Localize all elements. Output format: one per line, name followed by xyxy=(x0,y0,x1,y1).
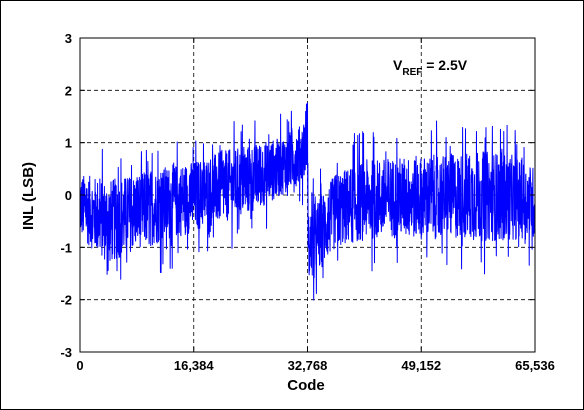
x-tick-label: 16,384 xyxy=(174,358,215,373)
vref-annotation-subscript: REF xyxy=(402,67,422,78)
y-tick-label: -2 xyxy=(60,293,72,308)
x-tick-label: 49,152 xyxy=(401,358,441,373)
inl-series-line xyxy=(80,102,535,301)
vref-annotation-value: = 2.5V xyxy=(422,57,467,73)
y-tick-label: 2 xyxy=(65,83,72,98)
y-axis-title: INL (LSB) xyxy=(20,162,37,230)
x-axis-title: Code xyxy=(287,377,325,394)
y-tick-label: -3 xyxy=(60,345,72,360)
vref-annotation-main: V xyxy=(393,57,403,73)
tick-labels: 0 16,384 32,768 49,152 65,536 -3 -2 -1 0 1 2 3 xyxy=(60,31,554,373)
y-tick-label: 3 xyxy=(65,31,72,46)
x-tick-label: 65,536 xyxy=(515,358,555,373)
vref-annotation: VREF = 2.5V xyxy=(393,57,468,78)
x-tick-label: 0 xyxy=(76,358,83,373)
y-tick-label: -1 xyxy=(60,240,72,255)
y-tick-label: 1 xyxy=(65,136,72,151)
y-tick-label: 0 xyxy=(65,188,72,203)
data-series xyxy=(80,102,535,301)
x-tick-label: 32,768 xyxy=(288,358,328,373)
ticks xyxy=(79,37,536,353)
